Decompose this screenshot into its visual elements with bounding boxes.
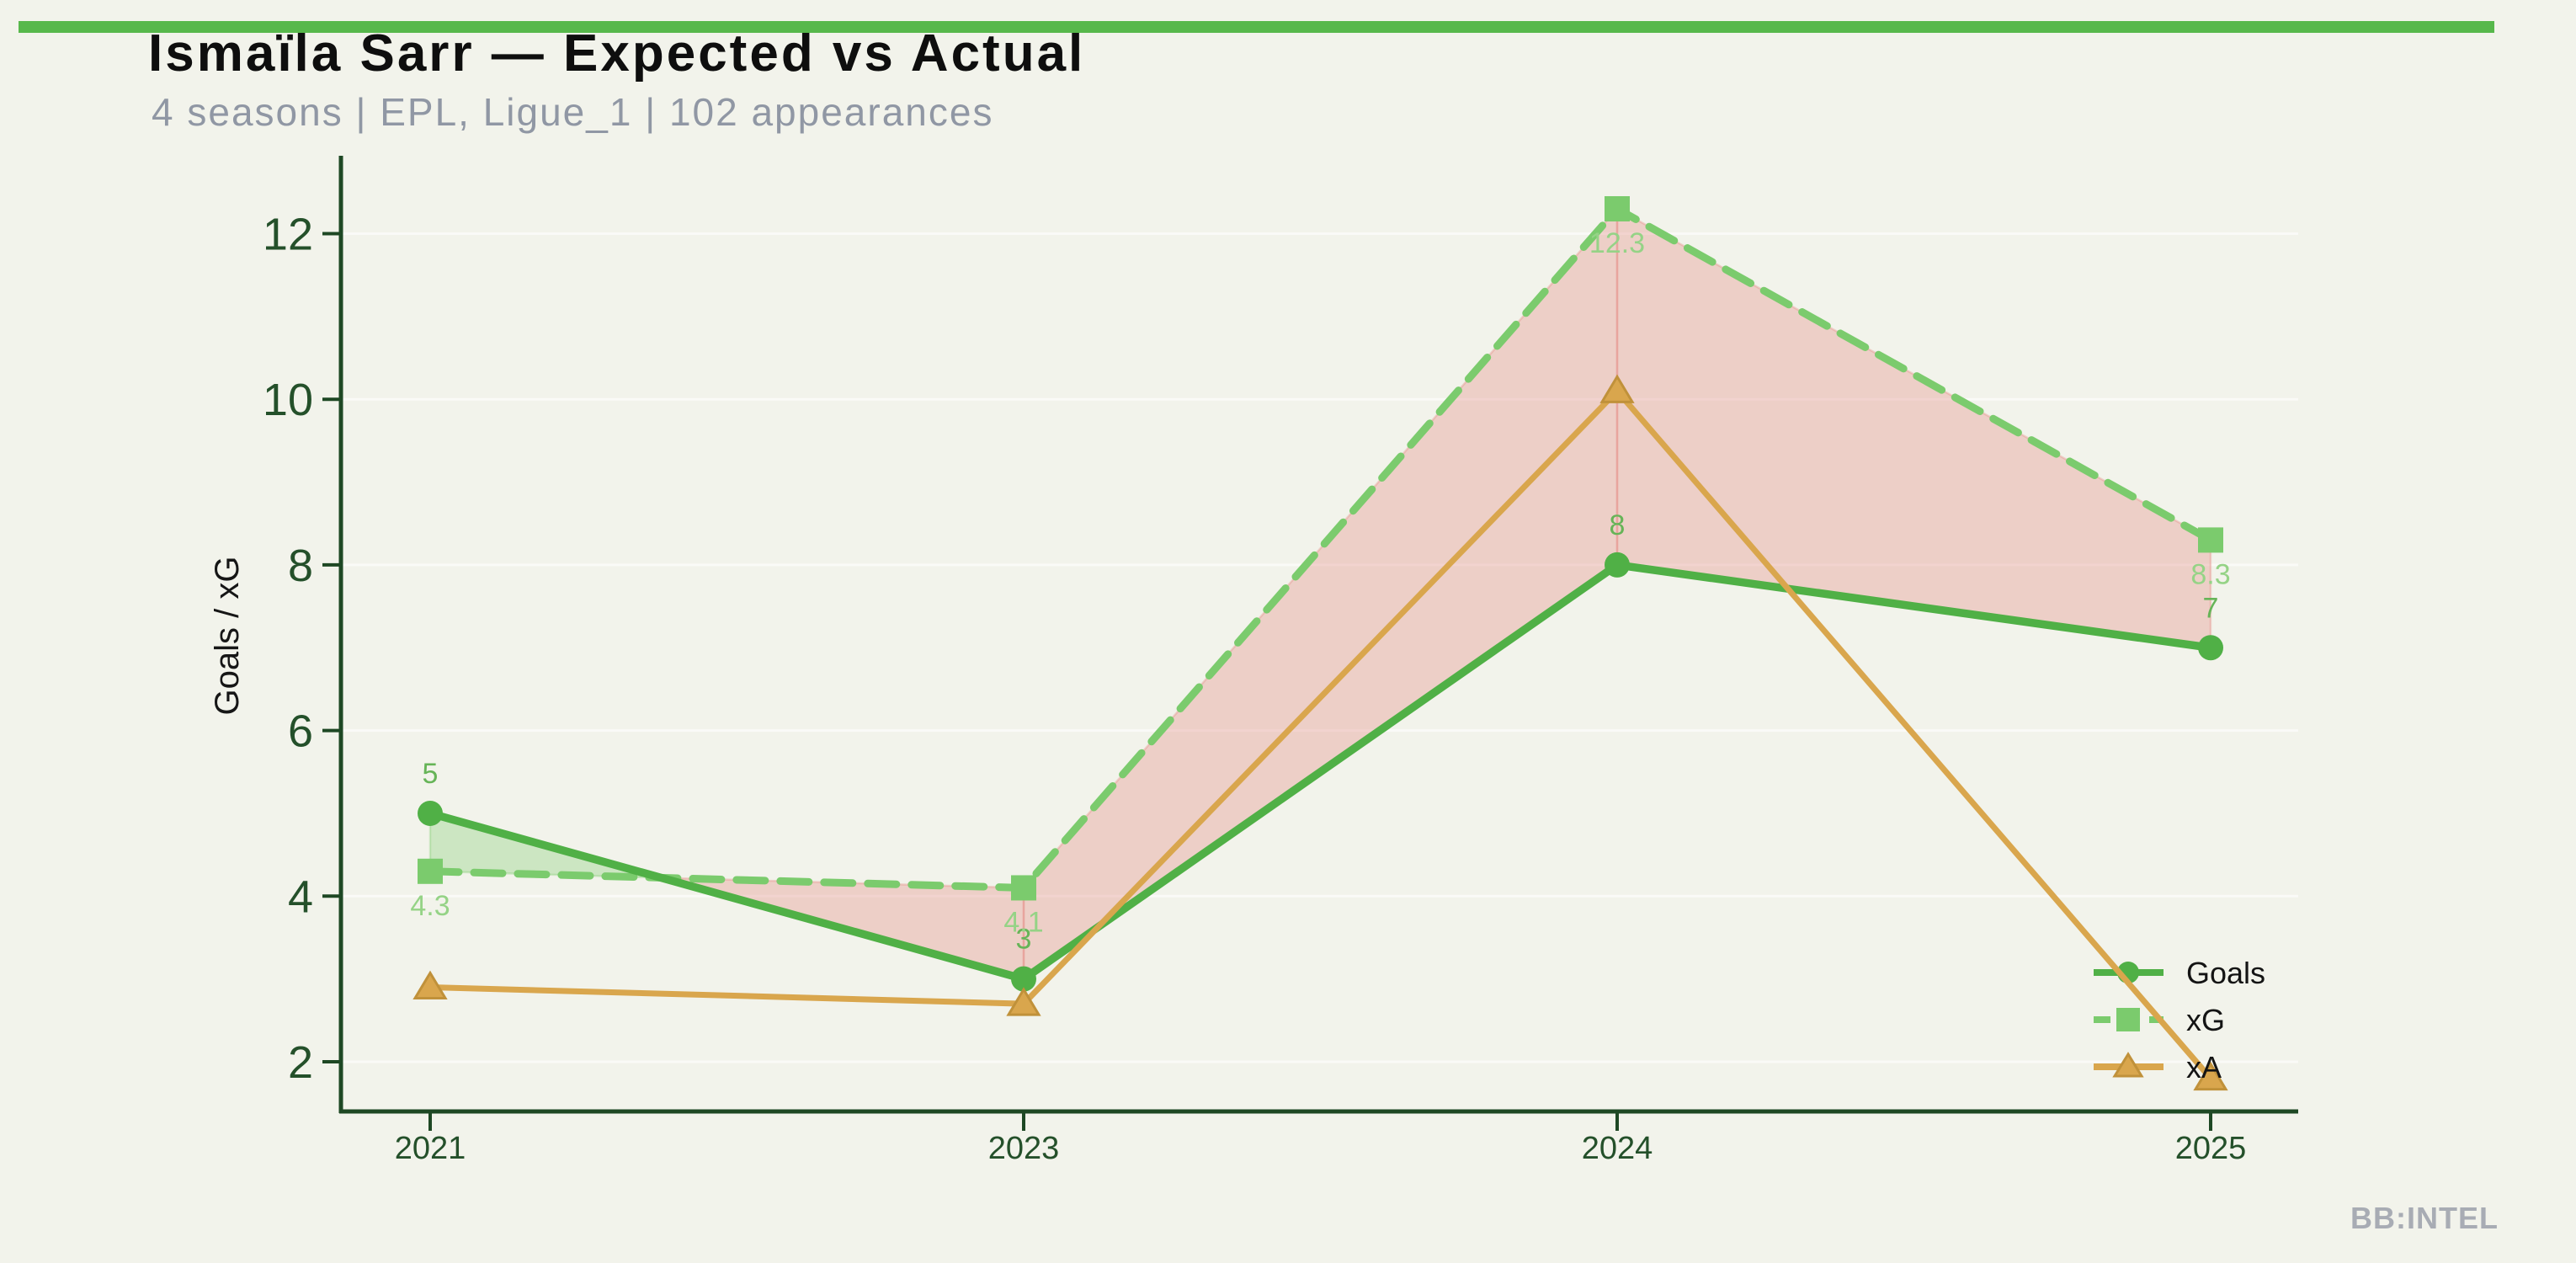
y-tick-label: 6	[288, 706, 313, 757]
xg-marker	[2198, 527, 2223, 553]
goals-point-label: 7	[2203, 592, 2219, 624]
x-tick-label: 2025	[2175, 1131, 2247, 1166]
x-tick-label: 2021	[395, 1131, 466, 1166]
chart-title: Ismaïla Sarr — Expected vs Actual	[148, 24, 1086, 83]
legend-label-xa: xA	[2186, 1050, 2222, 1084]
x-tick-label: 2023	[988, 1131, 1060, 1166]
legend-label-xg: xG	[2186, 1003, 2225, 1037]
goals-line	[426, 560, 2215, 983]
xg-point-label: 8.3	[2190, 558, 2230, 590]
goals-point-label: 3	[1016, 924, 1032, 956]
xg-point-label: 4.1	[1003, 906, 1043, 938]
xa-marker	[2193, 1061, 2228, 1091]
goals-marker	[2198, 635, 2223, 661]
accent-bar	[19, 21, 2494, 33]
underperformance-fill	[1615, 206, 2212, 649]
legend-triangle-icon	[2112, 1052, 2144, 1078]
xa-marker	[1599, 374, 1635, 403]
y-tick-label: 10	[263, 375, 313, 425]
xa-line	[427, 386, 2214, 1082]
y-tick-label: 4	[288, 871, 313, 922]
y-axis-title: Goals / xG	[209, 557, 246, 716]
legend-label-goals: Goals	[2186, 956, 2265, 990]
goals-marker	[1605, 552, 1630, 578]
y-tick-label: 8	[288, 541, 313, 591]
xg-line	[426, 204, 2215, 893]
goals-marker	[418, 800, 443, 826]
xa-marker	[1006, 987, 1041, 1016]
y-tick-label: 12	[263, 210, 313, 260]
y-tick-label: 2	[288, 1037, 313, 1088]
brand-watermark: BB:INTEL	[2350, 1201, 2499, 1235]
goals-point-label: 8	[1610, 509, 1626, 541]
xg-point-label: 4.3	[410, 890, 450, 922]
goals-marker	[1011, 966, 1036, 992]
xa-marker	[412, 970, 448, 999]
x-tick-label: 2024	[1582, 1131, 1653, 1166]
xg-marker	[418, 858, 443, 884]
legend-square-icon	[2116, 1008, 2140, 1031]
underperformance-fill	[1022, 205, 1619, 982]
xg-marker	[1605, 195, 1630, 221]
xg-marker	[1011, 875, 1036, 901]
xg-point-label: 12.3	[1589, 227, 1645, 259]
goals-point-label: 5	[423, 758, 439, 790]
chart-subtitle: 4 seasons | EPL, Ligue_1 | 102 appearanc…	[152, 90, 994, 134]
